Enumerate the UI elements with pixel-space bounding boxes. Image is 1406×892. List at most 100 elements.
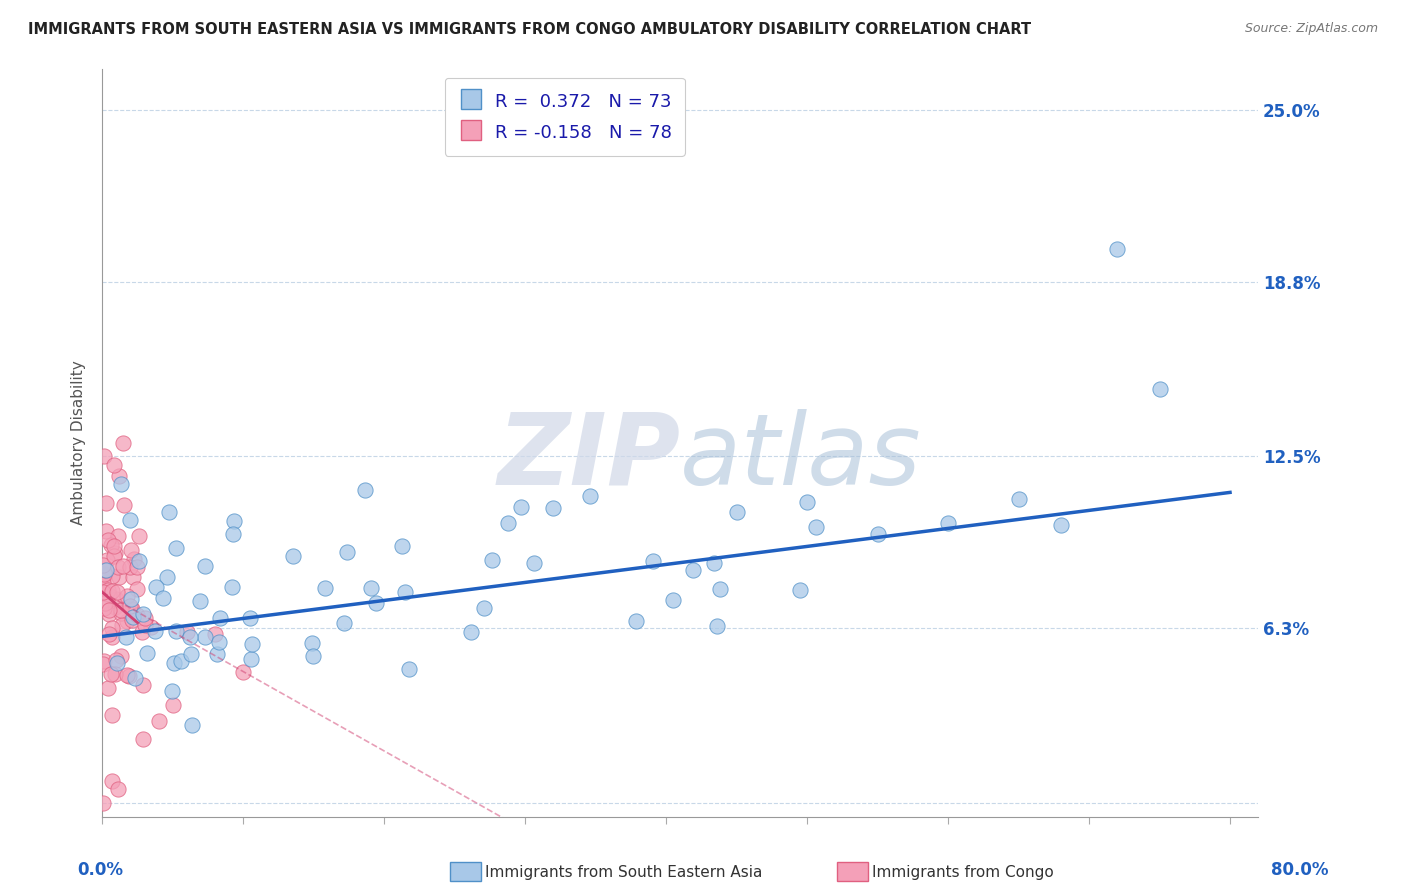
Point — [107, 781, 129, 796]
Point — [118, 669, 141, 683]
Point — [105, 585, 128, 599]
Point — [332, 615, 354, 630]
Point — [122, 551, 145, 566]
Point — [163, 657, 186, 671]
Point — [145, 580, 167, 594]
Point — [543, 501, 565, 516]
Point — [152, 591, 174, 606]
Point — [165, 624, 187, 638]
Point — [360, 581, 382, 595]
Point — [159, 505, 181, 519]
Point — [179, 630, 201, 644]
Point — [162, 698, 184, 713]
Point — [101, 708, 124, 723]
Point — [103, 599, 125, 614]
Point — [194, 630, 217, 644]
Point — [127, 560, 149, 574]
Point — [121, 570, 143, 584]
Point — [242, 637, 264, 651]
Point — [796, 495, 818, 509]
Point — [662, 593, 685, 607]
Text: IMMIGRANTS FROM SOUTH EASTERN ASIA VS IMMIGRANTS FROM CONGO AMBULATORY DISABILIT: IMMIGRANTS FROM SOUTH EASTERN ASIA VS IM… — [28, 22, 1031, 37]
Point — [682, 563, 704, 577]
Point — [148, 714, 170, 729]
Point — [107, 570, 129, 584]
Point — [94, 563, 117, 577]
Point — [111, 558, 134, 573]
Point — [111, 618, 134, 632]
Point — [128, 553, 150, 567]
Point — [866, 526, 889, 541]
Point — [98, 626, 121, 640]
Point — [112, 499, 135, 513]
Point — [302, 648, 325, 663]
Point — [353, 483, 375, 497]
Point — [97, 533, 120, 547]
Text: 0.0%: 0.0% — [77, 861, 124, 879]
Point — [122, 609, 145, 624]
Text: ZIP: ZIP — [498, 409, 681, 506]
Point — [105, 652, 128, 666]
Point — [118, 560, 141, 574]
Point — [93, 450, 115, 464]
Point — [103, 539, 125, 553]
Point — [579, 489, 602, 503]
Point — [281, 549, 304, 563]
Point — [121, 613, 143, 627]
Point — [804, 520, 827, 534]
Point — [97, 582, 120, 597]
Point — [134, 618, 156, 632]
Point — [706, 619, 728, 633]
Point — [101, 583, 124, 598]
Point — [509, 500, 531, 515]
Point — [496, 516, 519, 531]
Point — [725, 505, 748, 519]
Point — [110, 648, 132, 663]
Point — [103, 458, 125, 472]
Point — [180, 717, 202, 731]
Point — [97, 607, 120, 622]
Point — [124, 671, 146, 685]
Point — [232, 665, 254, 679]
Point — [208, 610, 231, 624]
Point — [110, 606, 132, 620]
Point — [336, 545, 359, 559]
Point — [398, 662, 420, 676]
Point — [98, 603, 121, 617]
Point — [94, 596, 117, 610]
Point — [180, 647, 202, 661]
Legend: R =  0.372   N = 73, R = -0.158   N = 78: R = 0.372 N = 73, R = -0.158 N = 78 — [444, 78, 685, 156]
Point — [100, 666, 122, 681]
Point — [160, 684, 183, 698]
Point — [91, 575, 114, 590]
Point — [460, 624, 482, 639]
Point — [789, 583, 811, 598]
Point — [523, 556, 546, 570]
Point — [314, 581, 336, 595]
Point — [221, 580, 243, 594]
Point — [188, 594, 211, 608]
Point — [91, 657, 114, 672]
Point — [1149, 382, 1171, 396]
Point — [143, 624, 166, 638]
Point — [97, 681, 120, 695]
Point — [117, 668, 139, 682]
Point — [115, 630, 138, 644]
Point — [224, 514, 246, 528]
Point — [131, 624, 153, 639]
Point — [132, 678, 155, 692]
Point — [127, 582, 149, 597]
Text: atlas: atlas — [681, 409, 922, 506]
Point — [94, 563, 117, 577]
Point — [205, 647, 228, 661]
Point — [101, 630, 124, 644]
Point — [709, 582, 731, 597]
Point — [104, 591, 127, 606]
Point — [936, 516, 959, 531]
Point — [91, 796, 114, 810]
Point — [93, 654, 115, 668]
Point — [1050, 518, 1073, 533]
Point — [131, 731, 153, 746]
Point — [121, 602, 143, 616]
Point — [103, 546, 125, 560]
